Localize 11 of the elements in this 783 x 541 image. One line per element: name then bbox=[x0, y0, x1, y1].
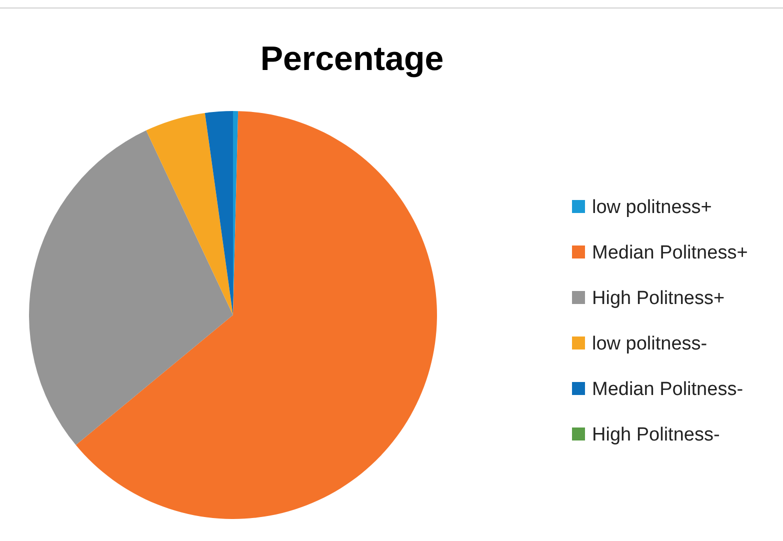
pie-slice bbox=[76, 111, 437, 519]
legend-label: High Politness- bbox=[592, 424, 720, 446]
legend-label: Median Politness+ bbox=[592, 242, 748, 264]
pie-slice bbox=[204, 111, 233, 315]
chart-title: Percentage bbox=[260, 40, 444, 78]
legend-label: High Politness+ bbox=[592, 288, 725, 309]
legend-label: Median Politness- bbox=[592, 379, 744, 400]
legend-label: low politness+ bbox=[592, 197, 712, 218]
legend-label: low politness- bbox=[592, 334, 708, 354]
pie-slice bbox=[29, 130, 233, 446]
pie-slice bbox=[146, 112, 233, 315]
